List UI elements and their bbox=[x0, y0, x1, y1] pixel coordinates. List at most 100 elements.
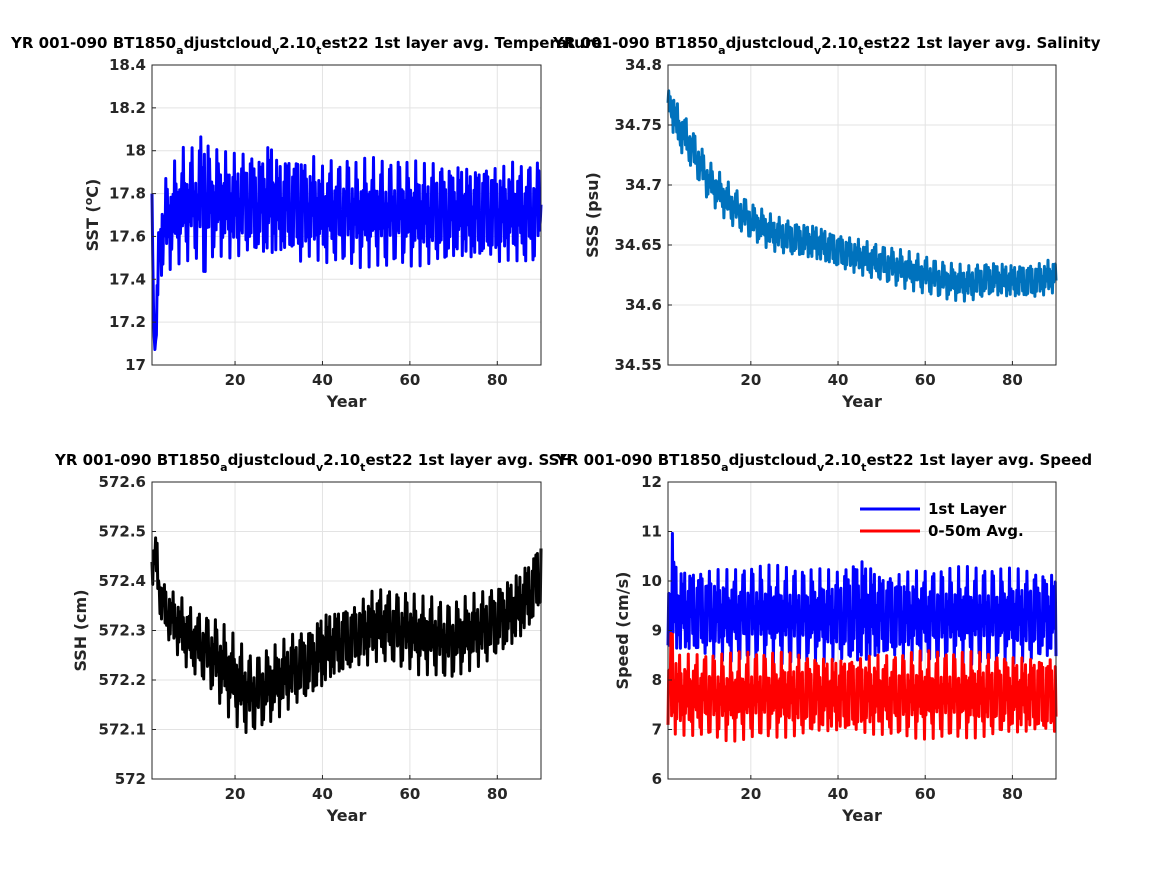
chart-title-part: djustcloud bbox=[184, 34, 272, 52]
x-tick-label: 20 bbox=[740, 785, 761, 803]
y-tick-label: 18.2 bbox=[109, 99, 146, 117]
x-tick-label: 40 bbox=[828, 371, 849, 389]
x-axis-label: Year bbox=[841, 392, 882, 411]
y-axis-label-tail: C) bbox=[83, 179, 102, 198]
chart-title: YR 001-090 BT1850adjustcloudv2.10test22 … bbox=[10, 34, 602, 57]
y-axis-label-text: Speed (cm/s) bbox=[613, 572, 632, 690]
series-line-1 bbox=[666, 89, 1058, 303]
chart-title-part: 2.10 bbox=[323, 451, 360, 469]
x-tick-label: 80 bbox=[1002, 371, 1023, 389]
chart-title: YR 001-090 BT1850adjustcloudv2.10test22 … bbox=[555, 451, 1092, 474]
y-tick-label: 34.55 bbox=[615, 356, 662, 374]
series-line-2 bbox=[666, 632, 1058, 743]
x-tick-label: 20 bbox=[225, 371, 246, 389]
y-tick-label: 34.65 bbox=[615, 236, 662, 254]
chart-title-part: 2.10 bbox=[824, 451, 861, 469]
chart-title: YR 001-090 BT1850adjustcloudv2.10test22 … bbox=[54, 451, 572, 474]
y-tick-label: 572 bbox=[115, 770, 146, 788]
y-tick-label: 572.1 bbox=[99, 721, 146, 739]
chart-title-part: djustcloud bbox=[729, 451, 817, 469]
chart-title-part: 2.10 bbox=[279, 34, 316, 52]
x-tick-label: 40 bbox=[828, 785, 849, 803]
y-axis-label: SST (oC) bbox=[82, 179, 102, 252]
y-axis-label-text: SSS (psu) bbox=[583, 172, 602, 258]
chart-title-main: YR 001-090 BT1850 bbox=[54, 451, 220, 469]
chart-panel-3: 20 40 60 80 572 572.1 572.2 572.3 572.4 572.5 572.… bbox=[54, 451, 572, 825]
y-tick-label: 34.6 bbox=[625, 296, 662, 314]
chart-title-subscript: a bbox=[721, 461, 728, 474]
chart-title-main: YR 001-090 BT1850 bbox=[555, 451, 721, 469]
chart-title-subscript: t bbox=[858, 44, 863, 57]
series-line-1 bbox=[150, 135, 543, 351]
y-tick-label: 17 bbox=[125, 356, 146, 374]
y-tick-label: 7 bbox=[652, 721, 662, 739]
chart-title-main: YR 001-090 BT1850 bbox=[552, 34, 718, 52]
y-tick-label: 572.5 bbox=[99, 523, 146, 541]
x-tick-label: 20 bbox=[225, 785, 246, 803]
y-tick-label: 12 bbox=[641, 473, 662, 491]
chart-title-part: 2.10 bbox=[821, 34, 858, 52]
chart-title-subscript: a bbox=[718, 44, 725, 57]
y-axis-label: Speed (cm/s) bbox=[613, 572, 632, 690]
x-axis-label: Year bbox=[841, 806, 882, 825]
axes-box bbox=[667, 64, 1057, 366]
x-tick-label: 80 bbox=[487, 371, 508, 389]
y-tick-label: 572.3 bbox=[99, 622, 146, 640]
x-tick-label: 40 bbox=[312, 371, 333, 389]
chart-panel-1: 20 40 60 80 17 17.2 17.4 17.6 17.8 18 18.2 18.4 Year… bbox=[10, 34, 602, 411]
y-axis-label: SSH (cm) bbox=[71, 589, 90, 671]
y-tick-label: 18 bbox=[125, 142, 146, 160]
chart-title-part: est22 1st layer avg. SSH bbox=[365, 451, 572, 469]
y-tick-label: 9 bbox=[652, 622, 662, 640]
x-tick-label: 80 bbox=[487, 785, 508, 803]
legend-label-1: 1st Layer bbox=[928, 500, 1007, 518]
y-tick-label: 572.4 bbox=[99, 572, 146, 590]
y-tick-label: 17.2 bbox=[109, 313, 146, 331]
y-axis-label-superscript: o bbox=[82, 197, 95, 205]
y-tick-label: 34.75 bbox=[615, 116, 662, 134]
x-tick-label: 60 bbox=[399, 785, 420, 803]
y-tick-label: 17.8 bbox=[109, 185, 146, 203]
y-tick-label: 17.4 bbox=[109, 270, 146, 288]
x-tick-label: 60 bbox=[915, 371, 936, 389]
y-tick-label: 10 bbox=[641, 572, 662, 590]
chart-title-part: est22 1st layer avg. Speed bbox=[866, 451, 1092, 469]
x-tick-label: 20 bbox=[740, 371, 761, 389]
chart-title-subscript: v bbox=[272, 44, 280, 57]
chart-panel-2: 20 40 60 80 34.55 34.6 34.65 34.7 34.75 34.8 Year S… bbox=[552, 34, 1101, 411]
y-tick-label: 8 bbox=[652, 671, 662, 689]
chart-title-main: YR 001-090 BT1850 bbox=[10, 34, 176, 52]
x-tick-label: 80 bbox=[1002, 785, 1023, 803]
y-axis-label-text: SST ( bbox=[83, 205, 102, 251]
y-tick-label: 34.8 bbox=[625, 56, 662, 74]
chart-title-subscript: t bbox=[316, 44, 321, 57]
chart-title-part: est22 1st layer avg. Salinity bbox=[863, 34, 1100, 52]
y-tick-label: 34.7 bbox=[625, 176, 662, 194]
chart-title-subscript: v bbox=[817, 461, 825, 474]
x-tick-label: 40 bbox=[312, 785, 333, 803]
chart-panel-4: 20 40 60 80 6 7 8 9 10 11 12 Year Speed (cm/s) YR 001… bbox=[555, 451, 1092, 825]
y-axis-label-text: SSH (cm) bbox=[71, 589, 90, 671]
chart-title-part: est22 1st layer avg. Temperature bbox=[321, 34, 602, 52]
x-axis-label: Year bbox=[326, 392, 367, 411]
y-tick-label: 17.6 bbox=[109, 227, 146, 245]
x-tick-label: 60 bbox=[915, 785, 936, 803]
chart-title-subscript: a bbox=[176, 44, 183, 57]
x-tick-label: 60 bbox=[399, 371, 420, 389]
y-tick-label: 572.6 bbox=[99, 473, 146, 491]
chart-title-subscript: a bbox=[220, 461, 227, 474]
x-axis-label: Year bbox=[326, 806, 367, 825]
chart-title-subscript: t bbox=[861, 461, 866, 474]
axes-box bbox=[151, 64, 542, 366]
plot-area bbox=[668, 65, 1056, 365]
chart-title-subscript: v bbox=[316, 461, 324, 474]
y-tick-label: 6 bbox=[652, 770, 662, 788]
y-tick-label: 11 bbox=[641, 523, 662, 541]
chart-title-part: djustcloud bbox=[228, 451, 316, 469]
chart-title: YR 001-090 BT1850adjustcloudv2.10test22 … bbox=[552, 34, 1101, 57]
y-tick-label: 18.4 bbox=[109, 56, 146, 74]
chart-title-subscript: v bbox=[814, 44, 822, 57]
series-line-1 bbox=[666, 531, 1058, 667]
y-axis-label: SSS (psu) bbox=[583, 172, 602, 258]
